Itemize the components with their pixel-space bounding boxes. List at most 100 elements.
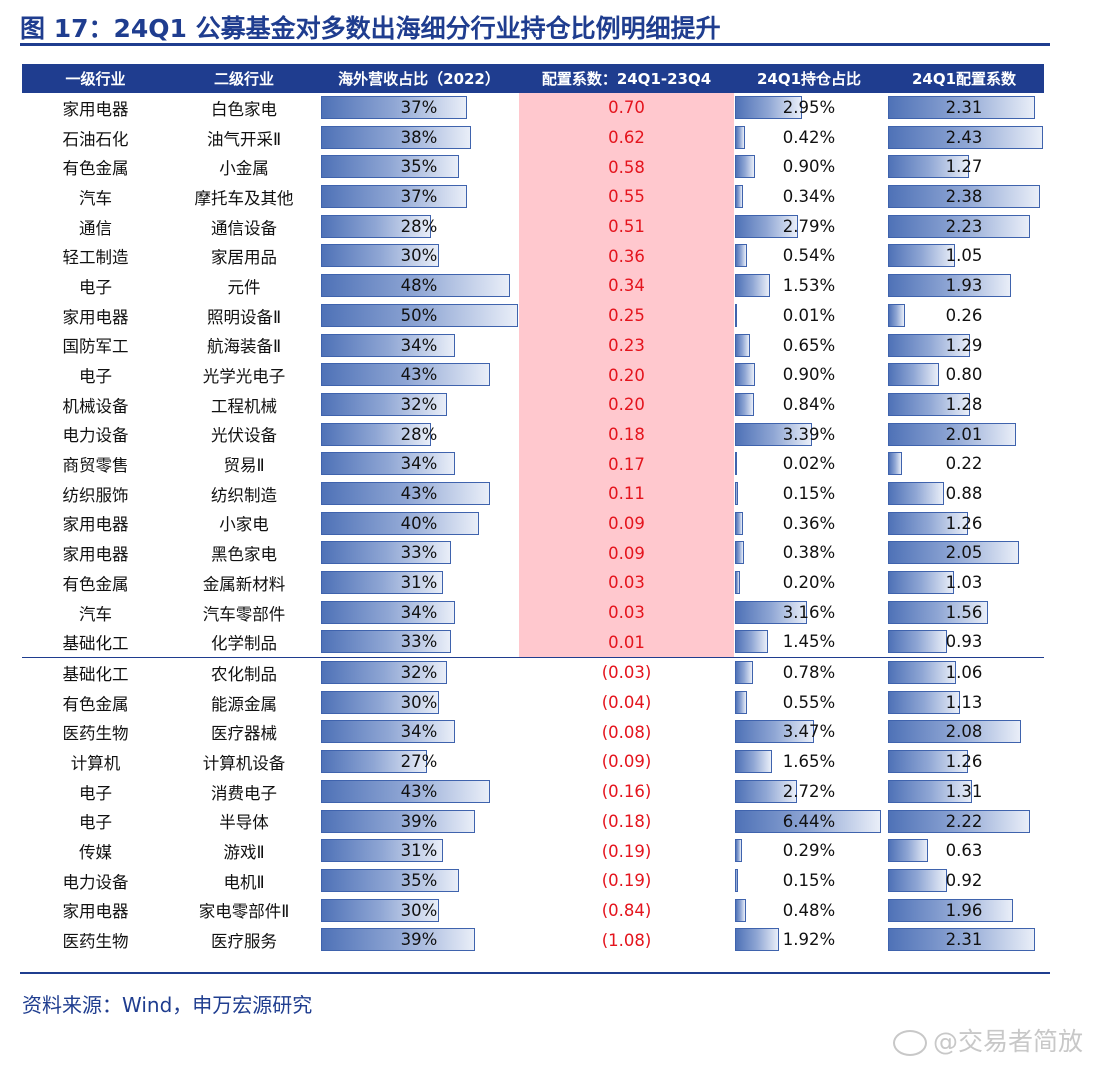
cell-overseas: 30% — [319, 241, 519, 271]
cell-overseas-bar — [321, 690, 440, 714]
cell-alloc-label: 2.08 — [945, 722, 983, 742]
cell-coef-change: 0.34 — [519, 271, 734, 301]
cell-alloc: 1.28 — [884, 390, 1044, 420]
cell-overseas-label: 43% — [400, 365, 438, 385]
cell-holding: 1.65% — [734, 747, 884, 777]
cell-alloc-label: 2.01 — [945, 424, 983, 444]
cell-coef-change: 0.09 — [519, 508, 734, 539]
cell-l2: 油气开采Ⅱ — [206, 129, 282, 149]
cell-l1: 家用电器 — [62, 902, 129, 922]
cell-l2: 通信设备 — [211, 218, 277, 238]
cell-overseas-bar — [321, 661, 448, 685]
cell-overseas-label: 28% — [400, 216, 438, 236]
cell-alloc-bar — [888, 244, 955, 268]
cell-alloc-bar — [888, 779, 972, 803]
cell-overseas: 35% — [319, 866, 519, 896]
cell-holding: 0.02% — [734, 449, 884, 479]
cell-overseas-bar — [321, 600, 455, 624]
cell-l2: 游戏Ⅱ — [223, 843, 265, 863]
table-row: 汽车 汽车零部件 34% 0.03 3.16% 1.56 — [22, 597, 1044, 628]
cell-alloc-label: 0.26 — [945, 305, 983, 325]
cell-overseas-bar — [321, 720, 455, 744]
cell-holding-label: 3.16% — [782, 602, 836, 622]
cell-coef-change: 0.17 — [519, 449, 734, 479]
cell-alloc-bar — [888, 303, 905, 327]
cell-holding-bar — [735, 96, 802, 119]
cell-overseas-bar — [321, 274, 511, 298]
cell-holding: 2.79% — [734, 212, 884, 242]
cell-l1: 机械设备 — [62, 396, 129, 416]
cell-alloc-label: 1.28 — [945, 394, 983, 414]
cell-holding-bar — [735, 661, 753, 685]
cell-alloc: 2.31 — [884, 93, 1044, 123]
cell-overseas-bar — [321, 571, 444, 594]
cell-l1: 家用电器 — [62, 515, 129, 535]
cell-l2: 金属新材料 — [202, 574, 286, 594]
cell-overseas-bar — [321, 481, 491, 505]
cell-overseas: 33% — [319, 627, 519, 657]
title-rule — [20, 43, 1050, 46]
cell-overseas: 50% — [319, 301, 519, 331]
cell-holding-label: 0.84% — [782, 394, 836, 414]
cell-alloc-label: 2.05 — [945, 543, 983, 563]
cell-l1: 传媒 — [79, 843, 112, 863]
cell-holding-label: 0.20% — [782, 573, 836, 592]
cell-alloc: 1.26 — [884, 747, 1044, 777]
cell-l1: 电力设备 — [62, 426, 129, 446]
cell-overseas: 34% — [319, 449, 519, 479]
cell-overseas-bar — [321, 839, 444, 863]
cell-alloc-bar — [888, 155, 969, 179]
table-row: 电子 光学光电子 43% 0.20 0.90% 0.80 — [22, 360, 1044, 390]
table-body: 家用电器 白色家电 37% 0.70 2.95% 2.31 石油石化 油气开采Ⅱ 38% 0.62… — [22, 93, 1044, 955]
cell-holding-bar — [735, 928, 779, 952]
cell-l2: 家电零部件Ⅱ — [198, 902, 290, 922]
cell-overseas: 37% — [319, 182, 519, 212]
cell-alloc-bar — [888, 363, 940, 387]
cell-l1: 纺织服饰 — [62, 485, 129, 505]
cell-holding-label: 6.44% — [782, 811, 836, 831]
cell-holding: 0.38% — [734, 538, 884, 568]
table-row: 家用电器 黑色家电 33% 0.09 0.38% 2.05 — [22, 538, 1044, 568]
cell-holding-bar — [735, 185, 743, 209]
cell-overseas-label: 34% — [400, 602, 438, 622]
cell-alloc-label: 1.06 — [945, 663, 983, 683]
cell-l1: 商贸零售 — [62, 456, 129, 476]
cell-holding-bar — [735, 363, 756, 387]
cell-coef-change: 0.20 — [519, 389, 734, 420]
table-row: 电子 半导体 39% (0.18) 6.44% 2.22 — [22, 807, 1044, 837]
cell-l2: 白色家电 — [211, 99, 277, 119]
cell-l2: 照明设备Ⅱ — [206, 307, 282, 327]
cell-l2: 医疗服务 — [211, 932, 277, 952]
cell-overseas: 32% — [319, 390, 519, 420]
cell-alloc-bar — [888, 750, 969, 774]
cell-alloc: 0.88 — [884, 479, 1044, 509]
cell-l2: 半导体 — [219, 813, 269, 833]
cell-overseas: 33% — [319, 538, 519, 568]
cell-alloc: 2.05 — [884, 538, 1044, 568]
table-row: 家用电器 家电零部件Ⅱ 30% (0.84) 0.48% 1.96 — [22, 896, 1044, 926]
cell-coef-change: (0.18) — [601, 811, 652, 831]
cell-holding-bar — [735, 630, 768, 654]
cell-alloc-bar — [888, 422, 1017, 446]
cell-l1: 电力设备 — [62, 872, 129, 892]
cell-l1: 轻工制造 — [62, 248, 129, 268]
cell-coef-change: 0.70 — [519, 93, 734, 123]
cell-overseas: 28% — [319, 420, 519, 450]
header-l1: 一级行业 — [22, 64, 169, 93]
cell-l2: 计算机设备 — [202, 753, 286, 773]
cell-holding-label: 2.72% — [782, 781, 836, 801]
cell-coef-change: 0.36 — [519, 241, 734, 272]
cell-overseas-bar — [321, 898, 440, 922]
cell-overseas-bar — [321, 125, 471, 149]
cell-overseas-bar — [321, 750, 428, 774]
cell-holding-label: 0.65% — [782, 335, 836, 355]
cell-alloc-bar — [888, 214, 1031, 238]
cell-holding: 2.72% — [734, 777, 884, 807]
cell-holding: 0.29% — [734, 836, 884, 866]
cell-overseas: 31% — [319, 568, 519, 598]
cell-overseas-label: 48% — [400, 276, 438, 296]
cell-holding-label: 1.45% — [782, 632, 836, 652]
cell-holding-label: 0.78% — [782, 663, 836, 683]
cell-holding-label: 0.48% — [782, 900, 836, 920]
cell-overseas-bar — [321, 363, 491, 387]
